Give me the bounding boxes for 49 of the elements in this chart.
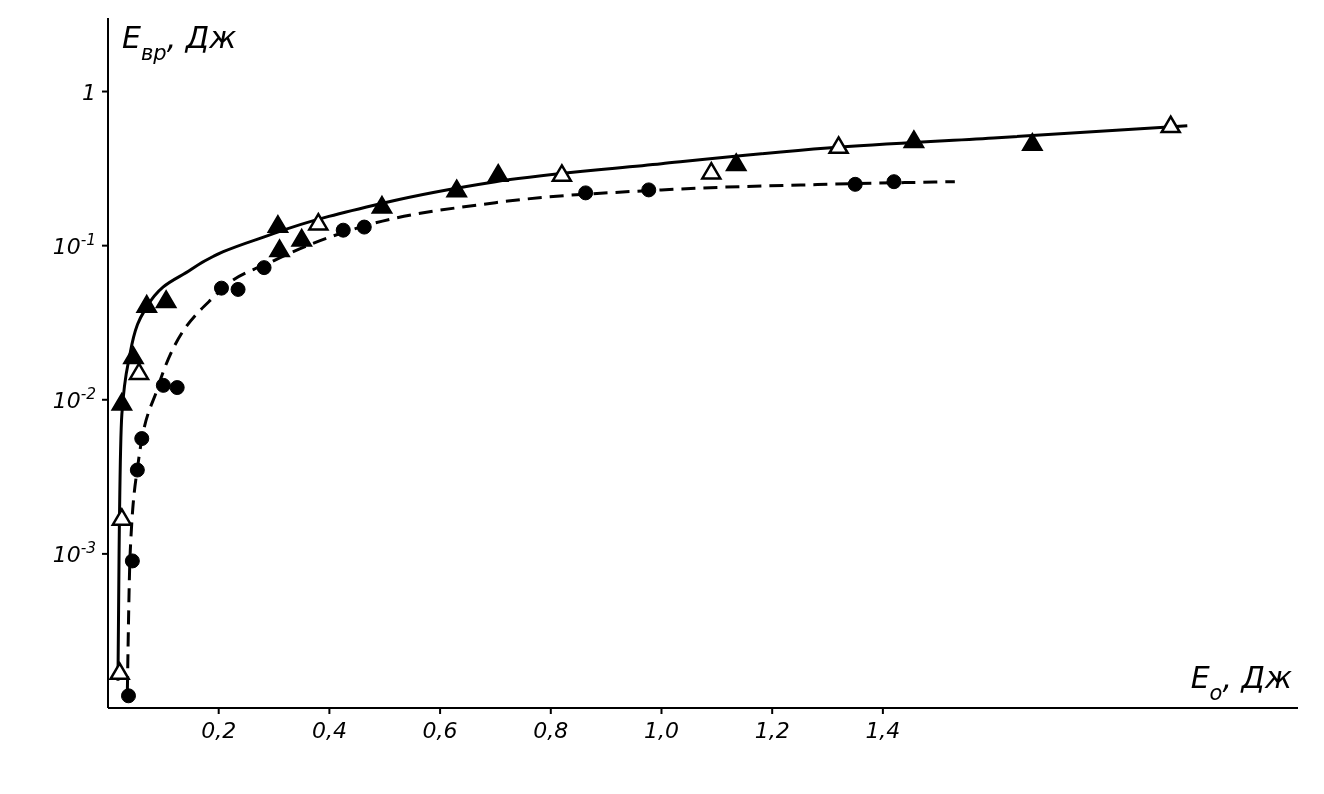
- point: [213, 280, 229, 296]
- x-tick-label: 0,2: [201, 718, 237, 743]
- point: [136, 295, 157, 313]
- point: [886, 174, 902, 190]
- point: [551, 164, 573, 182]
- x-tick-label: 1,0: [643, 718, 679, 743]
- point: [903, 130, 925, 149]
- y-tick-label: 1: [82, 79, 96, 105]
- y-tick-label: 10$^{-2}$: [52, 384, 96, 413]
- point: [230, 281, 246, 297]
- point: [1160, 115, 1181, 134]
- point: [134, 431, 150, 447]
- x-tick-label: 0,6: [422, 718, 458, 743]
- point: [291, 229, 312, 247]
- x-tick-label: 1,2: [754, 718, 790, 743]
- point: [356, 219, 372, 235]
- y-tick-label: 10$^{-1}$: [52, 230, 96, 259]
- y-axis-title: E$_{вр}$, Дж: [122, 20, 237, 65]
- point: [308, 212, 329, 231]
- point: [129, 462, 145, 478]
- point: [155, 377, 171, 393]
- point: [446, 179, 467, 198]
- point: [124, 553, 140, 569]
- x-tick-label: 1,4: [865, 718, 901, 743]
- point: [120, 688, 136, 704]
- point: [155, 290, 177, 309]
- point: [267, 215, 289, 234]
- x-tick-label: 0,4: [311, 718, 347, 743]
- point: [109, 662, 130, 681]
- point: [725, 153, 747, 172]
- point: [335, 222, 351, 238]
- point: [111, 508, 133, 526]
- point: [128, 362, 150, 381]
- point: [1022, 133, 1043, 152]
- point: [828, 136, 849, 155]
- point: [487, 164, 509, 182]
- point: [123, 346, 144, 365]
- x-tick-label: 0,8: [533, 718, 569, 743]
- point: [169, 380, 185, 396]
- point: [641, 182, 657, 198]
- point: [371, 196, 393, 214]
- x-axis-title: E$_{o}$, Дж: [1190, 660, 1292, 705]
- point: [111, 392, 133, 411]
- point: [578, 185, 594, 201]
- point: [847, 176, 863, 192]
- point: [701, 161, 722, 180]
- point: [256, 260, 272, 276]
- point: [269, 239, 290, 258]
- y-tick-label: 10$^{-3}$: [52, 538, 96, 567]
